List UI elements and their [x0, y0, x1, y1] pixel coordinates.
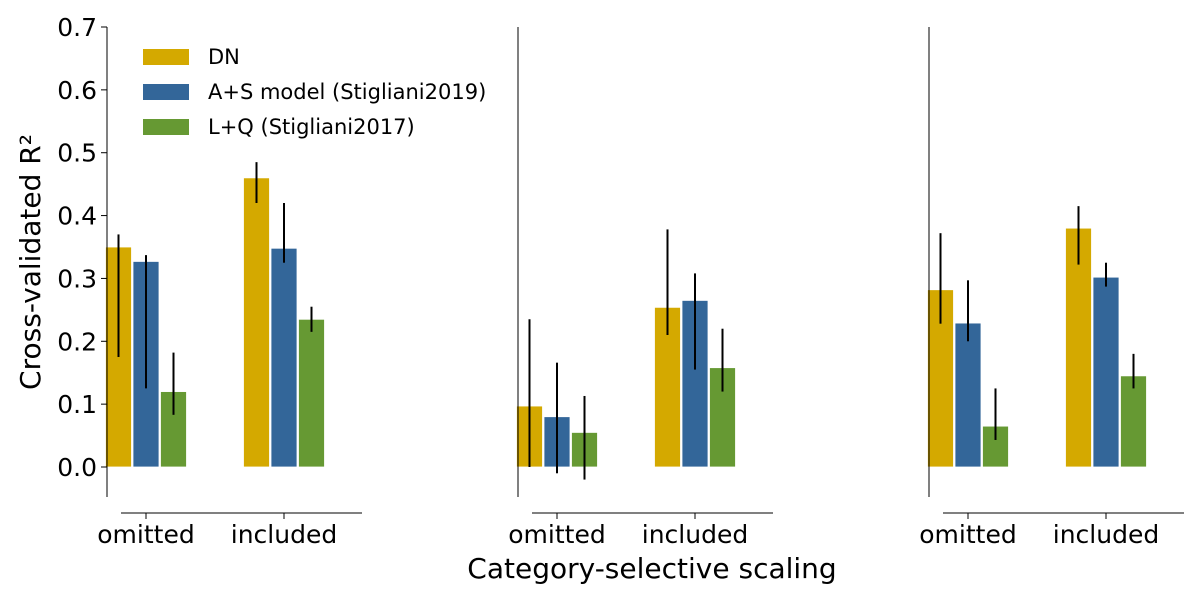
x-axis-title: Category-selective scaling — [467, 552, 836, 585]
y-axis-title: Cross-validated R² — [14, 134, 47, 390]
x-tick-label: omitted — [508, 520, 605, 549]
legend-label: DN — [208, 45, 240, 69]
x-tick-label: omitted — [919, 520, 1016, 549]
bar-3-included — [298, 318, 325, 468]
bar-3-included — [1120, 375, 1147, 468]
y-tick-label: 0.3 — [57, 264, 97, 293]
bar-1-included — [243, 177, 270, 468]
x-tick-label: omitted — [97, 520, 194, 549]
bar-2-included — [270, 247, 298, 468]
legend-swatch — [143, 84, 189, 100]
panel-2: omitted included — [508, 229, 773, 549]
legend-label: A+S model (Stigliani2019) — [208, 80, 486, 104]
y-tick-label: 0.0 — [57, 453, 97, 482]
panel-3: omitted included — [919, 206, 1184, 549]
legend: DN A+S model (Stigliani2019) L+Q (Stiglian… — [143, 45, 486, 139]
y-tick-label: 0.4 — [57, 202, 97, 231]
panel-1: omitted included — [97, 162, 362, 549]
bar-1-included — [1065, 227, 1092, 468]
x-tick-label: included — [642, 520, 748, 549]
y-tick-label: 0.6 — [57, 76, 97, 105]
x-tick-label: included — [1053, 520, 1159, 549]
y-tick-label: 0.2 — [57, 327, 97, 356]
bar-2-included — [1092, 276, 1120, 468]
y-axis: 0.0 0.1 0.2 0.3 0.4 0.5 0.6 0.7 — [57, 13, 930, 497]
chart-panels: omitted included omitted included omitted inc… — [97, 162, 1184, 549]
bar-2-omitted — [954, 322, 982, 468]
y-tick-label: 0.5 — [57, 139, 97, 168]
y-tick-label: 0.7 — [57, 13, 97, 42]
legend-swatch — [143, 49, 189, 65]
legend-swatch — [143, 119, 189, 135]
x-tick-label: included — [231, 520, 337, 549]
y-tick-label: 0.1 — [57, 390, 97, 419]
legend-label: L+Q (Stigliani2017) — [208, 115, 415, 139]
